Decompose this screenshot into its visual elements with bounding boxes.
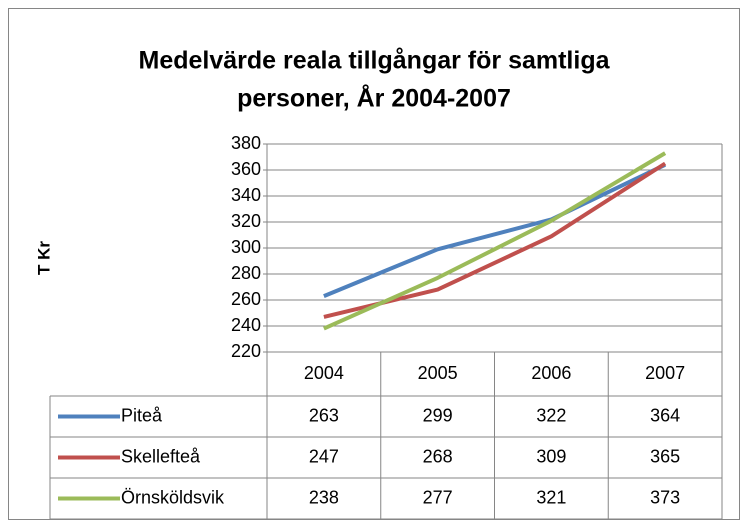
legend-label: Skellefteå bbox=[121, 446, 201, 466]
table-value: 268 bbox=[423, 446, 453, 466]
chart-title: personer, År 2004-2007 bbox=[237, 84, 511, 113]
y-tick-label: 240 bbox=[231, 315, 261, 335]
x-tick-label: 2007 bbox=[645, 363, 685, 383]
table-value: 299 bbox=[423, 405, 453, 425]
y-tick-label: 280 bbox=[231, 263, 261, 283]
table-value: 322 bbox=[536, 405, 566, 425]
y-tick-label: 380 bbox=[231, 133, 261, 153]
x-tick-label: 2004 bbox=[304, 363, 344, 383]
table-value: 238 bbox=[309, 487, 339, 507]
table-value: 321 bbox=[536, 487, 566, 507]
y-tick-label: 340 bbox=[231, 185, 261, 205]
y-tick-label: 300 bbox=[231, 237, 261, 257]
chart-title: Medelvärde reala tillgångar för samtliga bbox=[139, 47, 611, 75]
line bbox=[323, 151, 667, 331]
table-value: 247 bbox=[309, 446, 339, 466]
table-value: 277 bbox=[423, 487, 453, 507]
y-tick-label: 320 bbox=[231, 211, 261, 231]
x-tick-label: 2005 bbox=[418, 363, 458, 383]
table-value: 365 bbox=[650, 446, 680, 466]
table-value: 309 bbox=[536, 446, 566, 466]
y-tick-label: 360 bbox=[231, 159, 261, 179]
table-value: 373 bbox=[650, 487, 680, 507]
legend-label: Örnsköldsvik bbox=[121, 487, 225, 507]
y-tick-label: 260 bbox=[231, 289, 261, 309]
table-value: 364 bbox=[650, 405, 680, 425]
y-tick-label: 220 bbox=[231, 341, 261, 361]
y-axis-label: T Kr bbox=[34, 241, 53, 275]
table-value: 263 bbox=[309, 405, 339, 425]
line bbox=[323, 162, 666, 298]
x-tick-label: 2006 bbox=[531, 363, 571, 383]
legend-label: Piteå bbox=[121, 405, 163, 425]
chart-border bbox=[8, 8, 740, 520]
